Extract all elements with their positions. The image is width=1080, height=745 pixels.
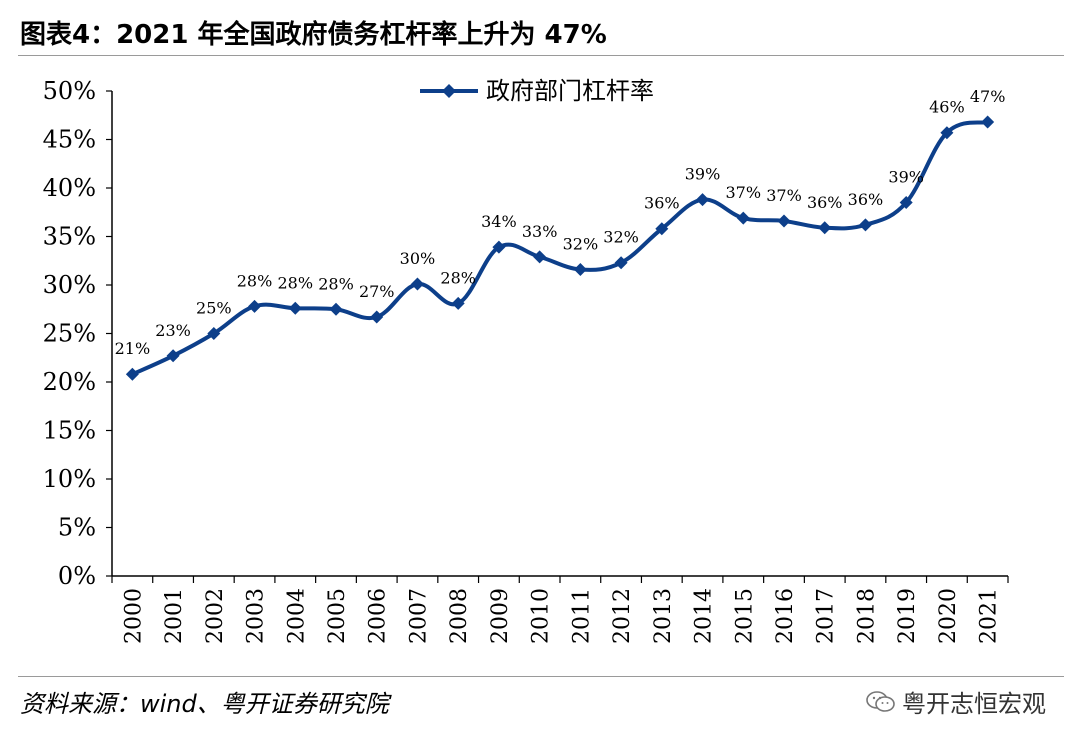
data-label: 28% <box>277 273 313 292</box>
data-label: 32% <box>563 234 599 253</box>
data-point-marker <box>736 211 750 225</box>
legend: 政府部门杠杆率 <box>420 77 654 105</box>
x-tick-label: 2002 <box>203 588 228 644</box>
x-tick-label: 2017 <box>814 588 839 644</box>
data-label: 39% <box>685 165 721 184</box>
data-point-marker <box>125 367 139 381</box>
data-point-marker <box>533 250 547 264</box>
x-tick-label: 2003 <box>244 588 269 644</box>
data-point-marker <box>940 126 954 140</box>
y-tick-label: 45% <box>43 126 96 154</box>
y-tick-label: 30% <box>43 271 96 299</box>
x-tick-label: 2016 <box>773 588 798 644</box>
data-point-marker <box>899 196 913 210</box>
x-tick-label: 2006 <box>366 588 391 644</box>
x-tick-label: 2004 <box>284 588 309 644</box>
y-tick-label: 10% <box>43 465 96 493</box>
data-label: 28% <box>318 274 354 293</box>
y-axis-ticks: 0% 5% 10% 15% 20% 25% 30% 35% 40% 45% 50% <box>43 77 112 590</box>
data-label: 37% <box>725 183 761 202</box>
data-point-marker <box>818 221 832 235</box>
source-note: 资料来源：wind、粤开证券研究院 <box>20 690 389 718</box>
data-point-marker <box>858 218 872 232</box>
data-point-marker <box>451 296 465 310</box>
x-tick-label: 2014 <box>692 588 717 644</box>
data-point-marker <box>370 310 384 324</box>
x-tick-label: 2015 <box>732 588 757 644</box>
data-label: 36% <box>807 193 843 212</box>
data-label: 25% <box>196 299 232 318</box>
data-point-marker <box>777 214 791 228</box>
x-tick-label: 2008 <box>447 588 472 644</box>
data-point-marker <box>573 262 587 276</box>
x-tick-label: 2011 <box>569 588 594 644</box>
data-label: 28% <box>440 268 476 287</box>
x-tick-label: 2021 <box>977 588 1002 644</box>
y-tick-label: 20% <box>43 368 96 396</box>
series-path <box>131 120 989 377</box>
x-tick-label: 2000 <box>121 588 146 644</box>
data-point-marker <box>248 299 262 313</box>
x-tick-label: 2019 <box>895 588 920 644</box>
data-point-marker <box>655 222 669 236</box>
x-tick-label: 2012 <box>610 588 635 644</box>
top-divider <box>18 55 1064 56</box>
y-tick-label: 0% <box>58 562 96 590</box>
data-point-marker <box>207 327 221 340</box>
y-tick-label: 5% <box>58 514 96 542</box>
data-point-marker <box>329 302 343 316</box>
data-label: 46% <box>929 98 965 117</box>
data-point-marker <box>981 115 995 129</box>
x-tick-label: 2020 <box>936 588 961 644</box>
legend-label: 政府部门杠杆率 <box>486 77 654 105</box>
data-label: 47% <box>970 87 1006 106</box>
data-label: 37% <box>766 186 802 205</box>
data-label: 33% <box>522 222 558 241</box>
y-tick-label: 35% <box>43 223 96 251</box>
x-tick-label: 2005 <box>325 588 350 644</box>
chart-axes <box>111 91 1008 577</box>
data-label: 39% <box>888 168 924 187</box>
series-line <box>125 115 995 381</box>
data-label: 28% <box>237 271 273 290</box>
y-tick-label: 50% <box>43 77 96 105</box>
data-label: 36% <box>644 194 680 213</box>
x-tick-label: 2007 <box>406 588 431 644</box>
chart-title: 图表4：2021 年全国政府债务杠杆率上升为 47% <box>20 20 607 50</box>
legend-swatch-marker <box>442 84 456 98</box>
x-axis-ticks: 2000 2001 2002 2003 2004 2005 2006 2007 2008 2009… <box>111 576 1009 644</box>
x-tick-label: 2001 <box>162 588 187 644</box>
data-point-marker <box>492 240 506 254</box>
watermark-text: 粤开志恒宏观 <box>902 690 1046 718</box>
data-label: 32% <box>603 228 639 247</box>
x-tick-label: 2013 <box>651 588 676 644</box>
bottom-divider <box>18 676 1064 677</box>
data-label: 34% <box>481 212 517 231</box>
data-point-marker <box>166 349 180 363</box>
y-tick-label: 40% <box>43 174 96 202</box>
data-label: 36% <box>848 190 884 209</box>
x-tick-label: 2010 <box>529 588 554 644</box>
x-tick-label: 2009 <box>488 588 513 644</box>
line-chart: 0% 5% 10% 15% 20% 25% 30% 35% 40% 45% 50% 2000 2001… <box>43 77 1009 644</box>
x-tick-label: 2018 <box>854 588 879 644</box>
wechat-icon <box>866 690 895 712</box>
data-point-marker <box>288 301 302 315</box>
data-point-marker <box>410 277 424 291</box>
y-tick-label: 25% <box>43 320 96 348</box>
data-label: 30% <box>400 249 436 268</box>
y-tick-label: 15% <box>43 417 96 445</box>
data-label: 21% <box>115 339 151 358</box>
data-point-marker <box>614 256 628 270</box>
data-label: 27% <box>359 282 395 301</box>
data-labels: 21%23%25%28% 28% 28% 27%30%28%34%33%32% 32%3… <box>115 87 1006 358</box>
data-label: 23% <box>155 321 191 340</box>
data-point-marker <box>696 193 710 207</box>
watermark: 粤开志恒宏观 <box>866 684 1046 719</box>
